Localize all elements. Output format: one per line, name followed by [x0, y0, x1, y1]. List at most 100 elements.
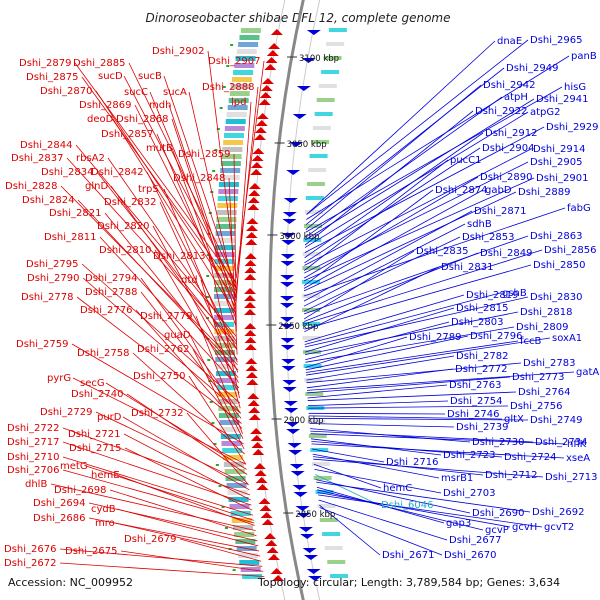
gene-label[interactable]: Dshi_2869	[79, 100, 131, 111]
gene-label[interactable]: Dshi_2815	[456, 303, 508, 314]
gene-label[interactable]: Dshi_2671	[382, 550, 434, 561]
gene-label[interactable]: Dshi_2868	[116, 114, 168, 125]
gene-label[interactable]: Dshi_2907	[208, 56, 260, 67]
gene-label[interactable]: Dshi_2762	[137, 344, 189, 355]
gene-label[interactable]: Dshi_2922	[475, 106, 527, 117]
gene-label[interactable]: pucC1	[450, 155, 482, 166]
gene-label[interactable]: Dshi_2763	[449, 380, 501, 391]
gene-label[interactable]: Dshi_2890	[480, 172, 532, 183]
gene-label[interactable]: gabD	[485, 185, 512, 196]
gene-label[interactable]: Dshi_2949	[506, 63, 558, 74]
gene-label[interactable]: trpS	[138, 184, 159, 195]
gene-label[interactable]: Dshi_2783	[523, 358, 575, 369]
gene-label[interactable]: Dshi_2811	[44, 232, 96, 243]
gene-label[interactable]: Dshi_2713	[545, 472, 597, 483]
gene-label[interactable]: fccB	[520, 336, 542, 347]
gene-label[interactable]: Dshi_2902	[152, 46, 204, 57]
gene-label[interactable]: Dshi_2759	[16, 339, 68, 350]
gene-label[interactable]: Dshi_2779	[140, 311, 192, 322]
gene-label[interactable]: Dshi_2730	[472, 437, 524, 448]
gene-label[interactable]: Dshi_2698	[54, 485, 106, 496]
gene-label[interactable]: Dshi_2734	[535, 437, 587, 448]
gene-label[interactable]: Dshi_2776	[80, 305, 132, 316]
gene-label[interactable]: Dshi_2820	[97, 221, 149, 232]
gene-label[interactable]: Dshi_2694	[33, 498, 85, 509]
gene-label[interactable]: Dshi_2675	[65, 546, 117, 557]
gene-label[interactable]: Dshi_2832	[104, 197, 156, 208]
gene-label[interactable]: Dshi_2901	[536, 173, 588, 184]
gene-label[interactable]: soxA1	[552, 333, 582, 344]
gene-label[interactable]: panB	[571, 51, 597, 62]
gene-label[interactable]: Dshi_2942	[483, 80, 535, 91]
gene-label[interactable]: Dshi_2885	[73, 58, 125, 69]
gene-label[interactable]: cydB	[91, 504, 116, 515]
gene-label[interactable]: Dshi_2837	[11, 153, 63, 164]
gene-label[interactable]: Dshi_2803	[451, 317, 503, 328]
gene-label[interactable]: Dshi_2670	[444, 550, 496, 561]
gene-label[interactable]: Dshi_2756	[510, 401, 562, 412]
gene-label[interactable]: Dshi_2758	[77, 348, 129, 359]
gene-label[interactable]: Dshi_2672	[4, 558, 56, 569]
gene-label[interactable]: sucD	[98, 71, 123, 82]
gene-label[interactable]: Dshi_2740	[71, 389, 123, 400]
gene-label[interactable]: Dshi_2750	[133, 371, 185, 382]
gene-label[interactable]: Dshi_2764	[518, 387, 570, 398]
gene-label[interactable]: fabG	[567, 203, 591, 214]
gene-label[interactable]: Dshi_2732	[131, 408, 183, 419]
gene-label[interactable]: Dshi_2772	[455, 364, 507, 375]
gene-label[interactable]: Dshi_2831	[441, 262, 493, 273]
gene-label[interactable]: hemE	[91, 470, 120, 481]
gene-label[interactable]: Dshi_2813	[153, 251, 205, 262]
gene-label[interactable]: Dshi_2712	[485, 470, 537, 481]
gene-label[interactable]: Dshi_2874	[435, 185, 487, 196]
gene-label[interactable]: Dshi_2686	[33, 513, 85, 524]
gene-label[interactable]: dnaE	[497, 36, 522, 47]
gene-label[interactable]: Dshi_2790	[27, 273, 79, 284]
gene-label[interactable]: mutB	[146, 143, 173, 154]
gene-label[interactable]: dhlB	[25, 479, 47, 490]
gene-label[interactable]: Dshi_2795	[26, 259, 78, 270]
gene-label[interactable]: sucA	[163, 87, 187, 98]
gene-label[interactable]: xseA	[566, 453, 590, 464]
gene-label[interactable]: Dshi_2778	[21, 292, 73, 303]
gene-label[interactable]: Dshi_2834	[41, 167, 93, 178]
gene-label[interactable]: gcvH	[512, 522, 537, 533]
gene-label[interactable]: Dshi_2703	[443, 488, 495, 499]
gene-label[interactable]: Dshi_2856	[544, 245, 596, 256]
gene-label[interactable]: Dshi_2853	[462, 232, 514, 243]
gene-label[interactable]: Dshi_2794	[85, 273, 137, 284]
gene-label[interactable]: Dshi_2679	[124, 534, 176, 545]
gene-label[interactable]: mro	[95, 518, 115, 529]
gene-label[interactable]: Dshi_2821	[49, 208, 101, 219]
gene-label[interactable]: Dshi_2879	[19, 58, 71, 69]
gene-label[interactable]: lpd	[231, 97, 246, 108]
gene-label[interactable]: hemC	[383, 483, 412, 494]
gene-label[interactable]: Dshi_2749	[530, 415, 582, 426]
gene-label[interactable]: Dshi_2692	[532, 507, 584, 518]
gene-label[interactable]: guaD	[164, 330, 191, 341]
gene-label[interactable]: Dshi_2828	[5, 181, 57, 192]
gene-label[interactable]: Dshi_2729	[40, 407, 92, 418]
gene-label[interactable]: Dshi_2721	[68, 429, 120, 440]
gene-label[interactable]: Dshi_2724	[504, 452, 556, 463]
gene-label[interactable]: Dshi_2889	[518, 187, 570, 198]
gene-label[interactable]: Dshi_2788	[85, 287, 137, 298]
gene-label[interactable]: Dshi_2871	[474, 206, 526, 217]
gene-label[interactable]: glnD	[85, 181, 108, 192]
gene-label[interactable]: sdhB	[467, 219, 492, 230]
gene-label[interactable]: Dshi_2715	[69, 443, 121, 454]
gene-label[interactable]: Dshi_2848	[173, 173, 225, 184]
gene-label[interactable]: rbsA2	[76, 153, 105, 164]
gene-label[interactable]: Dshi_2830	[530, 292, 582, 303]
gene-label[interactable]: atpH	[504, 92, 528, 103]
gene-label[interactable]: Dshi_2870	[40, 86, 92, 97]
gene-label[interactable]: Dshi_2754	[450, 396, 502, 407]
gene-label[interactable]: sucB	[138, 71, 162, 82]
gene-label[interactable]: Dshi_2723	[443, 450, 495, 461]
gene-label[interactable]: deoD	[87, 114, 114, 125]
gene-label[interactable]: Dshi_2850	[533, 260, 585, 271]
gene-label[interactable]: purD	[97, 412, 122, 423]
gene-label[interactable]: dtd	[181, 275, 198, 286]
gene-label[interactable]: Dshi_2941	[536, 94, 588, 105]
gene-label[interactable]: gltX	[504, 414, 524, 425]
